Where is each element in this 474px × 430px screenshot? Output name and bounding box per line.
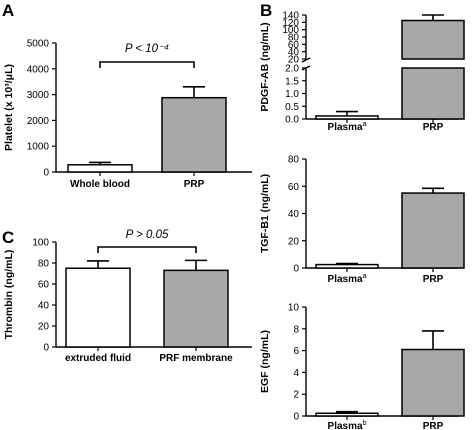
y-tick-label: 40 (288, 47, 300, 58)
y-tick-label: 1.0 (285, 89, 299, 100)
x-tick-label: Plasmaa (328, 273, 367, 285)
y-axis-label: Thrombin (ng/mL) (3, 250, 15, 340)
y-tick-label: 20 (38, 322, 50, 333)
bar (161, 96, 227, 173)
y-tick-label: 5000 (27, 39, 50, 50)
x-tick-label: PRP (423, 122, 444, 133)
y-tick-label: 10 (288, 303, 300, 314)
y-tick-label: 3000 (27, 90, 50, 101)
y-tick-label: 20 (288, 55, 300, 66)
y-tick-label: 0 (43, 168, 49, 179)
y-axis-label: EGF (ng/mL) (259, 330, 271, 393)
bar (65, 267, 131, 348)
x-tick-label: extruded fluid (65, 353, 131, 364)
y-tick-label: 100 (32, 238, 49, 249)
bar (401, 192, 465, 269)
x-tick-label: Whole blood (70, 179, 130, 190)
y-tick-label: 60 (38, 280, 50, 291)
y-tick-label: 80 (38, 259, 50, 270)
significance-bracket (97, 246, 197, 253)
axis-break-mark (301, 57, 311, 63)
y-tick-label: 140 (282, 11, 299, 22)
y-tick-label: 80 (288, 155, 300, 166)
y-axis-label: PDGF-AB (ng/mL) (259, 22, 271, 111)
y-axis-label: Platelet (x 10³/μL) (3, 64, 15, 151)
bar (163, 269, 229, 348)
panel-label: B (260, 1, 272, 20)
y-tick-label: 8 (293, 324, 299, 335)
p-value-label: P > 0.05 (126, 229, 169, 241)
y-tick-label: 40 (288, 209, 300, 220)
y-tick-label: 60 (288, 40, 300, 51)
bar (315, 263, 379, 269)
panel-label: C (2, 228, 14, 247)
y-tick-label: 120 (282, 18, 299, 29)
x-tick-label: PRP (423, 274, 444, 285)
y-tick-label: 20 (288, 236, 300, 247)
y-tick-label: 6 (293, 346, 299, 357)
panel-label: A (2, 1, 14, 20)
significance-bracket (99, 61, 195, 68)
x-tick-label: PRP (184, 179, 205, 190)
y-tick-label: 2.0 (285, 64, 299, 75)
bar (401, 348, 465, 417)
y-tick-label: 0.5 (285, 102, 299, 113)
bar (401, 67, 465, 120)
p-value-label: P < 10⁻⁴ (125, 43, 169, 55)
x-tick-label: Plasmaa (328, 121, 367, 133)
y-tick-label: 80 (288, 33, 300, 44)
bar (315, 115, 379, 120)
x-tick-label: PRP (423, 421, 444, 430)
y-tick-label: 100 (282, 25, 299, 36)
x-tick-label: Plasmab (328, 420, 367, 430)
y-tick-label: 0 (43, 343, 49, 354)
bar (315, 412, 379, 417)
y-tick-label: 0 (293, 264, 299, 275)
y-tick-label: 2 (293, 390, 299, 401)
y-tick-label: 4000 (27, 64, 50, 75)
y-tick-label: 60 (288, 182, 300, 193)
y-tick-label: 1.5 (285, 76, 299, 87)
y-tick-label: 4 (293, 368, 299, 379)
y-tick-label: 1000 (27, 142, 50, 153)
y-tick-label: 40 (38, 301, 50, 312)
y-tick-label: 0 (293, 412, 299, 423)
y-tick-label: 2000 (27, 116, 50, 127)
bar (67, 164, 133, 173)
bar (401, 19, 465, 60)
y-axis-label: TGF-B1 (ng/mL) (259, 174, 271, 253)
y-tick-label: 0.0 (285, 115, 299, 126)
x-tick-label: PRF membrane (159, 353, 233, 364)
